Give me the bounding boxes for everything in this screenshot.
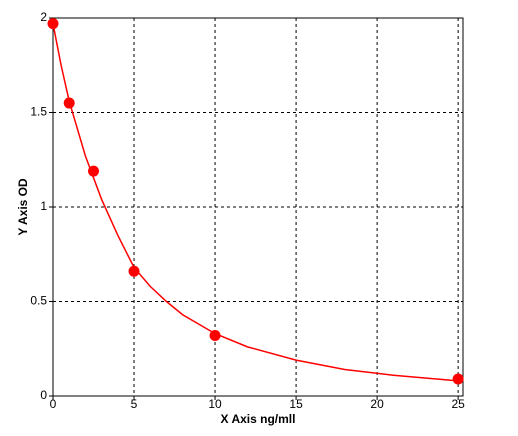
x-tick-label: 0 xyxy=(50,397,57,411)
x-tick-label: 20 xyxy=(370,397,384,411)
x-tick-label: 25 xyxy=(451,397,465,411)
x-tick-label: 15 xyxy=(289,397,303,411)
x-tick-label: 5 xyxy=(131,397,138,411)
y-tick-label: 0.5 xyxy=(30,294,47,308)
data-point xyxy=(209,330,221,342)
y-axis-title: Y Axis OD xyxy=(16,178,30,236)
y-tick-label: 2 xyxy=(40,10,47,24)
x-axis-title: X Axis ng/mll xyxy=(221,412,296,426)
y-tick-label: 1 xyxy=(40,199,47,213)
data-point xyxy=(47,18,59,30)
data-point xyxy=(452,373,464,385)
data-point xyxy=(128,265,140,277)
x-tick-label: 10 xyxy=(208,397,222,411)
data-point xyxy=(63,97,75,109)
fit-curve xyxy=(52,23,459,382)
y-tick-label: 0 xyxy=(40,388,47,402)
plot-frame xyxy=(52,17,464,397)
y-tick-label: 1.5 xyxy=(30,105,47,119)
data-point xyxy=(88,165,100,177)
